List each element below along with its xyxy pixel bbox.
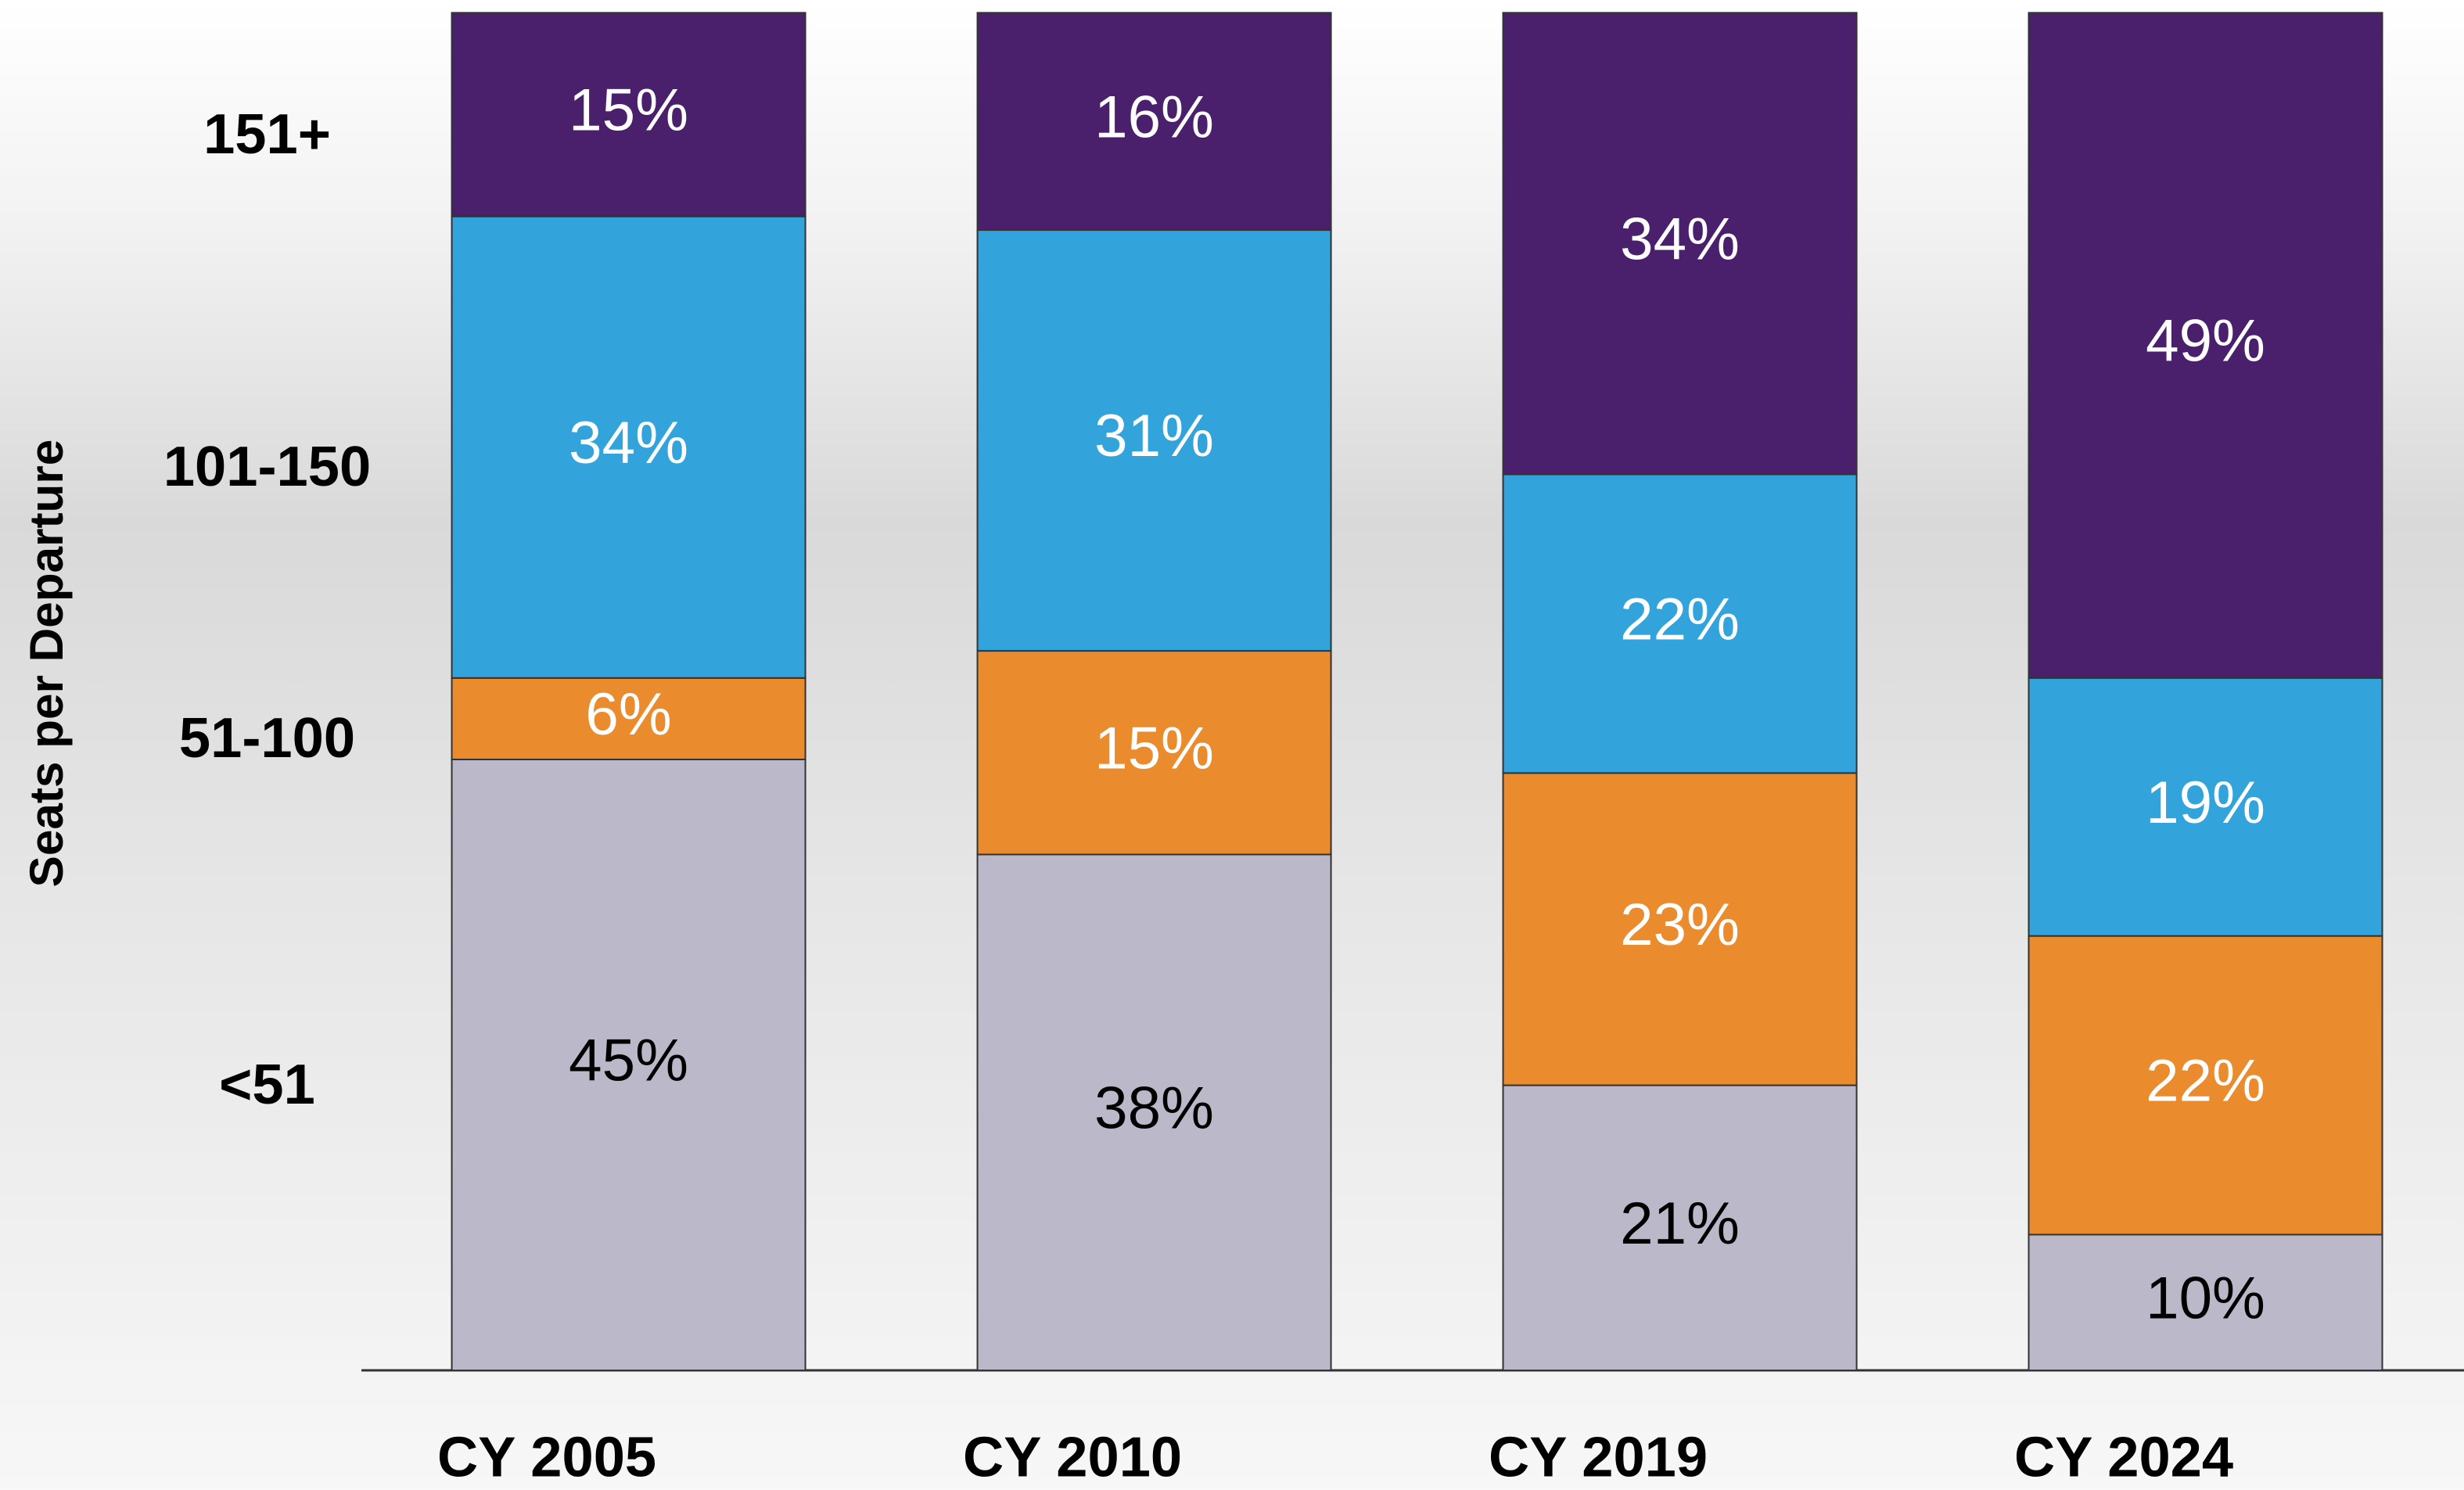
bar-segment [976,853,1332,1372]
data-label: 21% [1620,1190,1740,1257]
data-label: 15% [1094,715,1214,781]
x-tick-label: CY 2010 [963,1427,1182,1489]
bar-segment [451,12,806,217]
bar-segment [976,650,1332,856]
bar-segment [2028,935,2383,1236]
bar-segment [976,229,1332,652]
bar-segment [2028,1233,2383,1372]
data-label: 34% [569,410,688,476]
x-tick-label: CY 2019 [1489,1427,1708,1489]
data-label: 23% [1620,892,1740,958]
bar-segment [1502,473,1858,774]
bar-segment [451,215,806,679]
bar-segment [2028,12,2383,679]
series-label: <51 [219,1054,315,1116]
series-label: 151+ [203,103,331,166]
data-label: 22% [2146,1048,2265,1115]
data-label: 49% [2146,308,2265,375]
bar-segment [1502,12,1858,476]
x-tick-label: CY 2005 [437,1427,656,1489]
bar-segment [1502,1084,1858,1372]
data-label: 6% [585,681,671,748]
data-label: 16% [1094,84,1214,150]
series-label: 101-150 [163,436,371,498]
data-label: 45% [569,1028,688,1094]
data-label: 15% [569,77,688,144]
data-label: 19% [2146,770,2265,836]
bar-segment [2028,677,2383,937]
data-label: 10% [2146,1265,2265,1331]
bar-segment [976,12,1332,232]
data-label: 34% [1620,206,1740,273]
data-label: 22% [1620,587,1740,653]
data-label: 38% [1094,1075,1214,1141]
x-tick-label: CY 2024 [2014,1427,2233,1489]
y-axis-label: Seats per Departure [20,440,73,888]
series-label: 51-100 [179,707,355,770]
bar-segment [451,677,806,760]
bar-segment [451,758,806,1372]
data-label: 31% [1094,403,1214,469]
